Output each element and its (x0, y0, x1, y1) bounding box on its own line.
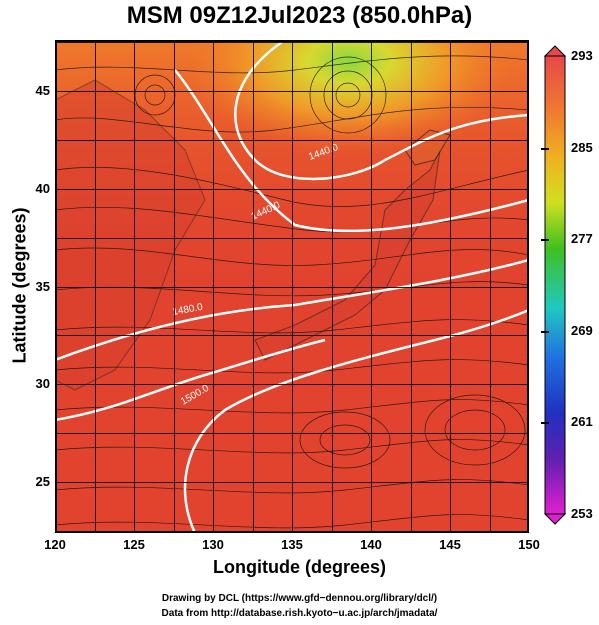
y-tick-label: 45 (35, 82, 50, 98)
land-japan (254, 149, 441, 361)
colorbar-tick (541, 330, 549, 333)
y-tick-label: 30 (35, 376, 50, 392)
y-tick-label: 40 (35, 180, 50, 196)
y-tick-label: 35 (35, 278, 50, 294)
colorbar (543, 45, 567, 525)
x-tick-label: 145 (439, 537, 461, 552)
grid-line-latitude (55, 286, 529, 288)
colorbar-bottom-arrow (543, 513, 567, 525)
height-contours (55, 40, 529, 533)
colorbar-label: 293 (571, 48, 593, 63)
chart-title: MSM 09Z12Jul2023 (850.0hPa) (126, 2, 473, 29)
grid-line-latitude (55, 531, 529, 533)
grid-line-latitude (55, 139, 529, 141)
y-tick-label: 25 (35, 474, 50, 490)
x-tick-label: 125 (123, 537, 145, 552)
colorbar-label: 285 (571, 139, 593, 155)
x-tick-label: 120 (44, 537, 66, 552)
credit-drawing: Drawing by DCL (https://www.gfd−dennou.o… (161, 593, 438, 604)
colorbar-label: 277 (571, 231, 593, 247)
colorbar-tick (541, 147, 549, 150)
x-axis-label: Longitude (degrees) (212, 557, 386, 577)
colorbar-label: 253 (571, 506, 593, 521)
grid-line-latitude (55, 90, 529, 92)
grid-line-latitude (55, 433, 529, 435)
x-tick-label: 150 (518, 537, 540, 552)
colorbar-label: 269 (571, 322, 593, 338)
grid-line-latitude (55, 41, 529, 43)
grid-line-latitude (55, 384, 529, 386)
wind-streamlines (55, 55, 529, 529)
x-tick-label: 140 (360, 537, 382, 552)
map-panel: 1440.0 1440.0 1480.0 1500.0 (55, 40, 529, 533)
grid-line-latitude (55, 237, 529, 239)
colorbar-tick (541, 422, 549, 425)
colorbar-top-arrow (543, 45, 567, 57)
x-tick-label: 135 (281, 537, 303, 552)
grid-line-latitude (55, 335, 529, 337)
credit-data: Data from http://database.rish.kyoto−u.a… (161, 608, 438, 619)
land-korea-china (55, 79, 206, 391)
colorbar-tick (541, 239, 549, 242)
y-axis-label: Latitude (degrees) (9, 207, 30, 364)
grid-line-latitude (55, 482, 529, 484)
x-tick-label: 130 (202, 537, 224, 552)
colorbar-label: 261 (571, 414, 593, 430)
land-hokkaido (404, 129, 451, 166)
contour-label: 1480.0 (172, 302, 204, 318)
grid-line-latitude (55, 188, 529, 190)
